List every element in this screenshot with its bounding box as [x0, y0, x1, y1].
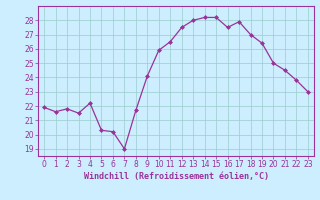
X-axis label: Windchill (Refroidissement éolien,°C): Windchill (Refroidissement éolien,°C): [84, 172, 268, 181]
